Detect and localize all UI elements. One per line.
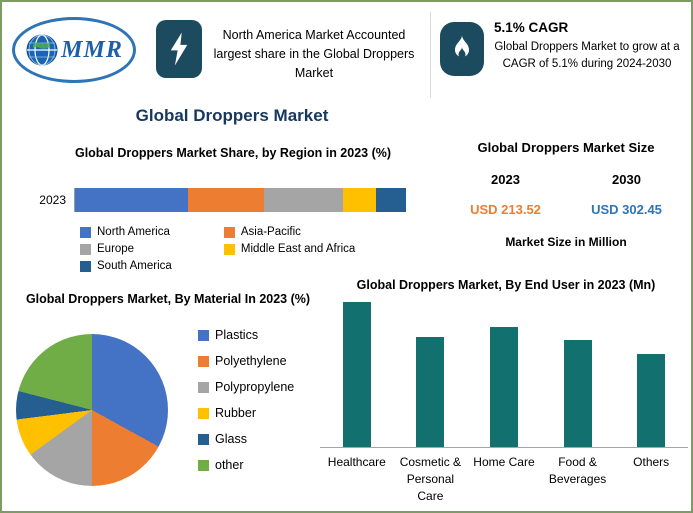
region-segment-north-america xyxy=(75,188,188,212)
legend-item: Plastics xyxy=(198,328,294,342)
cagr-icon-badge xyxy=(440,22,484,76)
highlight-text: North America Market Accounted largest s… xyxy=(213,28,415,80)
market-size-value-start: USD 213.52 xyxy=(470,202,541,217)
legend-label: Europe xyxy=(97,243,135,255)
market-size-years: 2023 2030 xyxy=(445,172,687,187)
mmr-logo-oval: MMR xyxy=(12,17,136,83)
legend-swatch xyxy=(198,407,209,419)
region-segment-europe xyxy=(263,188,344,212)
legend-label: Glass xyxy=(215,432,247,446)
region-segment-asia-pacific xyxy=(187,188,264,212)
enduser-bar-column xyxy=(394,302,468,447)
enduser-category-label: Others xyxy=(633,455,670,469)
flame-icon xyxy=(455,35,469,58)
region-segment-south-america xyxy=(376,188,406,212)
market-size-year-end: 2030 xyxy=(612,172,641,187)
globe-icon xyxy=(26,34,58,66)
logo-text: MMR xyxy=(61,36,123,63)
region-axis-label: 2023 xyxy=(39,193,66,207)
highlight-icon-tile xyxy=(156,20,202,78)
legend-swatch xyxy=(223,243,235,255)
legend-swatch xyxy=(198,381,209,393)
enduser-category-label: Home Care xyxy=(473,455,535,469)
cagr-text: Global Droppers Market to grow at a CAGR… xyxy=(494,41,680,70)
region-chart-title: Global Droppers Market Share, by Region … xyxy=(74,146,392,160)
material-legend: Plastics Polyethylene Polypropylene Rubber G… xyxy=(198,328,294,472)
legend-item: North America xyxy=(80,226,218,238)
legend-label: other xyxy=(215,458,244,472)
market-size-value-end: USD 302.45 xyxy=(591,202,662,217)
enduser-chart: Healthcare Cosmetic & Personal Care Home C… xyxy=(320,302,688,504)
legend-item: Polypropylene xyxy=(198,380,294,394)
legend-swatch xyxy=(198,459,209,471)
legend-swatch xyxy=(80,260,91,272)
legend-swatch xyxy=(80,226,91,238)
market-size-year-start: 2023 xyxy=(491,172,520,187)
legend-item: Asia-Pacific xyxy=(223,226,410,238)
market-size-values: USD 213.52 USD 302.45 xyxy=(445,202,687,217)
legend-item: Europe xyxy=(80,243,218,255)
legend-label: Rubber xyxy=(215,406,256,420)
legend-item: Polyethylene xyxy=(198,354,294,368)
legend-label: North America xyxy=(97,226,170,238)
material-pie-chart xyxy=(16,334,168,486)
legend-item: Glass xyxy=(198,432,294,446)
enduser-bar-column xyxy=(320,302,394,447)
mmr-logo: MMR xyxy=(12,12,144,88)
legend-item: South America xyxy=(80,260,218,272)
legend-swatch xyxy=(198,355,209,367)
legend-item: other xyxy=(198,458,294,472)
cagr-block: 5.1% CAGR Global Droppers Market to grow… xyxy=(494,20,680,72)
legend-label: Polyethylene xyxy=(215,354,287,368)
legend-label: South America xyxy=(97,260,172,272)
enduser-bar-cosmetic-personal-care xyxy=(416,337,445,447)
lightning-bolt-icon xyxy=(170,32,188,66)
enduser-bar-column xyxy=(614,302,688,447)
region-segment-middle-east-and-africa xyxy=(343,188,377,212)
enduser-bar-healthcare xyxy=(342,302,371,447)
enduser-bars-area xyxy=(320,302,688,448)
enduser-bar-column xyxy=(467,302,541,447)
market-size-title: Global Droppers Market Size xyxy=(477,140,655,155)
page-title: Global Droppers Market xyxy=(135,106,329,125)
enduser-category-label: Cosmetic & Personal Care xyxy=(399,455,462,503)
region-stacked-bar xyxy=(74,188,406,212)
enduser-category-label: Food & Beverages xyxy=(548,455,607,486)
legend-item: Middle East and Africa xyxy=(223,243,410,255)
legend-label: Polypropylene xyxy=(215,380,295,394)
enduser-bar-others xyxy=(637,354,666,447)
legend-label: Middle East and Africa xyxy=(240,243,356,255)
legend-swatch xyxy=(223,226,235,238)
enduser-bar-food-beverages xyxy=(563,340,592,447)
region-chart-row: 2023 xyxy=(34,188,406,212)
enduser-bar-column xyxy=(541,302,615,447)
legend-swatch xyxy=(198,329,209,341)
enduser-bar-home-care xyxy=(489,327,518,447)
cagr-title: 5.1% CAGR xyxy=(494,20,569,35)
region-chart: 2023 xyxy=(34,188,406,212)
enduser-chart-title: Global Droppers Market, By End User in 2… xyxy=(356,278,656,292)
legend-swatch xyxy=(198,433,209,445)
legend-swatch xyxy=(80,243,91,255)
region-legend: North America Asia-Pacific Europe Middle Ea… xyxy=(80,226,410,272)
legend-label: Plastics xyxy=(215,328,259,342)
top-divider xyxy=(430,12,431,98)
material-chart-title: Global Droppers Market, By Material In 2… xyxy=(25,292,311,306)
enduser-category-label: Healthcare xyxy=(327,455,386,469)
legend-item: Rubber xyxy=(198,406,294,420)
market-size-note: Market Size in Million xyxy=(505,235,627,249)
enduser-axis-labels: Healthcare Cosmetic & Personal Care Home C… xyxy=(320,448,688,504)
legend-label: Asia-Pacific xyxy=(240,226,301,238)
